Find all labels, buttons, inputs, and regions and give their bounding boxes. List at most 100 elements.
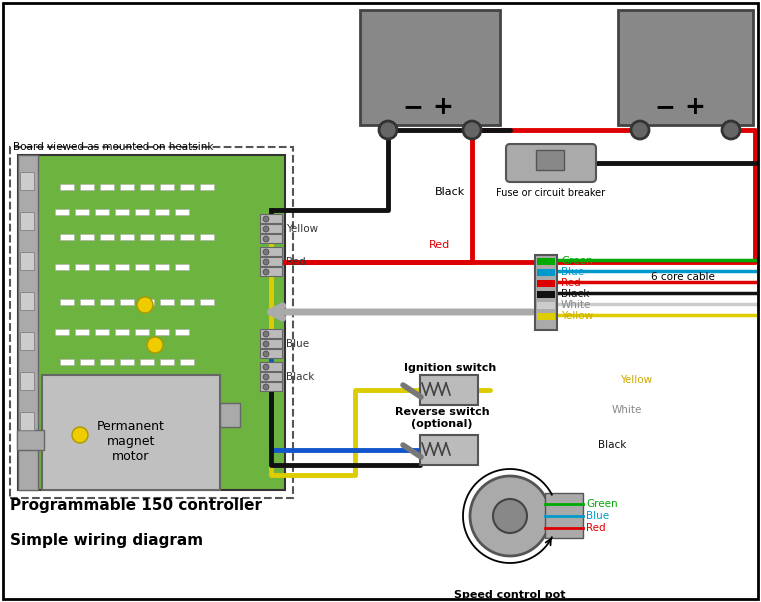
Bar	[360, 10, 500, 125]
Circle shape	[263, 351, 269, 357]
Bar	[120, 299, 134, 305]
Text: Programmable 150 controller: Programmable 150 controller	[10, 498, 262, 513]
Bar	[220, 403, 240, 427]
Bar	[120, 234, 134, 240]
Bar	[75, 389, 89, 395]
Bar	[55, 264, 69, 270]
Bar	[200, 299, 214, 305]
Bar	[180, 234, 194, 240]
Bar	[60, 359, 74, 365]
Text: Yellow: Yellow	[286, 224, 318, 234]
Bar	[80, 234, 94, 240]
Bar	[115, 209, 129, 215]
Bar	[95, 264, 109, 270]
Circle shape	[137, 297, 153, 313]
Bar	[80, 299, 94, 305]
Bar	[260, 214, 282, 223]
Bar	[175, 264, 189, 270]
Bar	[42, 375, 220, 490]
Circle shape	[263, 341, 269, 347]
Text: +: +	[432, 95, 453, 119]
Bar	[180, 359, 194, 365]
Text: Black: Black	[286, 372, 314, 382]
Bar	[160, 419, 174, 425]
Bar	[20, 412, 34, 430]
Bar	[260, 349, 282, 358]
Bar	[155, 329, 169, 335]
Bar	[20, 292, 34, 310]
FancyBboxPatch shape	[506, 144, 596, 182]
Text: Red: Red	[586, 523, 606, 533]
Text: Black: Black	[598, 440, 626, 450]
Text: Blue: Blue	[286, 339, 309, 349]
Text: Yellow: Yellow	[561, 311, 593, 321]
Bar	[260, 224, 282, 233]
Circle shape	[493, 499, 527, 533]
Bar	[537, 258, 555, 265]
Bar	[140, 234, 154, 240]
Bar	[80, 419, 94, 425]
Circle shape	[72, 427, 88, 443]
Bar	[200, 234, 214, 240]
Circle shape	[263, 259, 269, 265]
Bar	[180, 419, 194, 425]
Circle shape	[263, 236, 269, 242]
Text: White: White	[612, 405, 642, 415]
Text: −: −	[654, 95, 675, 119]
Bar	[535, 255, 557, 330]
Bar	[135, 209, 149, 215]
Bar	[55, 209, 69, 215]
Text: +: +	[684, 95, 705, 119]
Bar	[618, 10, 753, 125]
Bar	[260, 247, 282, 256]
Circle shape	[263, 364, 269, 370]
Bar	[100, 359, 114, 365]
Bar	[135, 389, 149, 395]
Bar	[260, 267, 282, 276]
Text: Black: Black	[435, 187, 465, 197]
Text: Red: Red	[286, 257, 306, 267]
Bar	[140, 359, 154, 365]
Bar	[80, 184, 94, 190]
Circle shape	[263, 216, 269, 222]
Bar	[120, 184, 134, 190]
Circle shape	[379, 121, 397, 139]
Bar	[140, 299, 154, 305]
Bar	[160, 234, 174, 240]
Bar	[120, 359, 134, 365]
Bar	[95, 209, 109, 215]
Bar	[260, 339, 282, 348]
Bar	[20, 332, 34, 350]
Bar	[55, 389, 69, 395]
Bar	[537, 269, 555, 276]
Bar	[60, 184, 74, 190]
Bar	[537, 280, 555, 287]
Bar	[20, 212, 34, 230]
Bar	[180, 299, 194, 305]
Bar	[95, 389, 109, 395]
Bar	[75, 329, 89, 335]
Bar	[537, 313, 555, 320]
Text: Board viewed as mounted on heatsink: Board viewed as mounted on heatsink	[13, 142, 214, 152]
Circle shape	[263, 331, 269, 337]
Text: Permanent
magnet
motor: Permanent magnet motor	[97, 421, 165, 464]
Bar	[155, 209, 169, 215]
Bar	[537, 302, 555, 309]
Bar	[155, 264, 169, 270]
Bar	[60, 299, 74, 305]
Bar	[140, 419, 154, 425]
Circle shape	[470, 476, 550, 556]
Bar	[60, 234, 74, 240]
Bar	[10, 147, 293, 498]
Circle shape	[631, 121, 649, 139]
Bar	[55, 329, 69, 335]
Bar	[260, 257, 282, 266]
Bar	[17, 430, 44, 450]
Bar	[60, 419, 74, 425]
Bar	[175, 329, 189, 335]
Bar	[260, 329, 282, 338]
Bar	[200, 184, 214, 190]
Text: Fuse or circuit breaker: Fuse or circuit breaker	[496, 188, 606, 198]
Bar	[75, 209, 89, 215]
Bar	[75, 264, 89, 270]
